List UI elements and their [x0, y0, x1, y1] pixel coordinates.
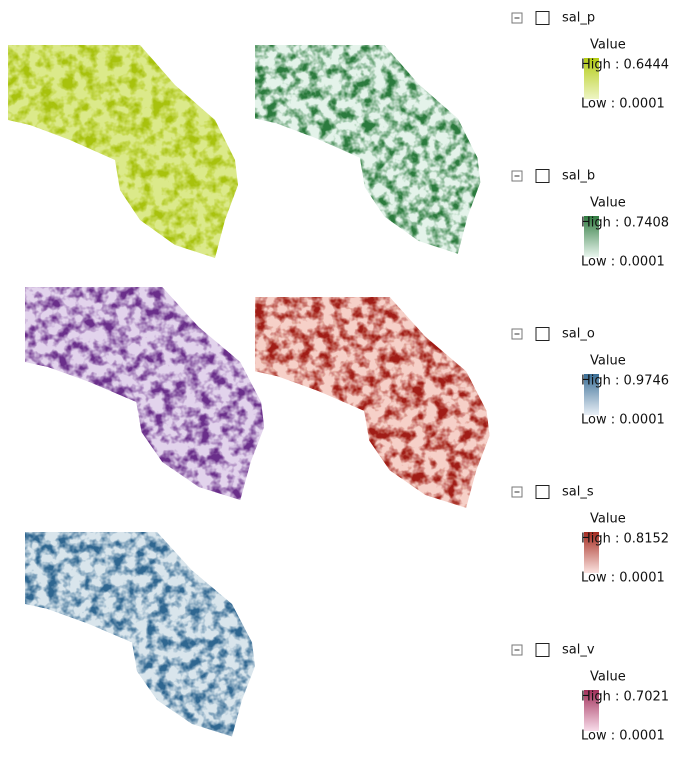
layer-name: sal_b	[562, 169, 595, 184]
low-label: Low : 0.0001	[581, 729, 665, 744]
low-label: Low : 0.0001	[581, 97, 665, 112]
layer-name: sal_p	[562, 11, 595, 26]
low-label: Low : 0.0001	[581, 413, 665, 428]
field-name: Value	[590, 512, 626, 527]
map-panel	[25, 287, 266, 502]
high-label: High : 0.7021	[581, 690, 669, 705]
map-panels	[8, 45, 492, 738]
layer-checkbox[interactable]	[536, 644, 549, 657]
layer-checkbox[interactable]	[536, 170, 549, 183]
map-panel	[255, 297, 492, 510]
raster-texture	[255, 297, 492, 510]
layer-checkbox[interactable]	[536, 486, 549, 499]
layer-name: sal_v	[562, 643, 595, 658]
layer-name: sal_o	[562, 327, 595, 342]
raster-texture	[255, 45, 482, 256]
map-panel	[8, 45, 240, 260]
field-name: Value	[590, 196, 626, 211]
high-label: High : 0.6444	[581, 58, 669, 73]
layer-name: sal_s	[562, 485, 594, 500]
high-label: High : 0.7408	[581, 216, 669, 231]
field-name: Value	[590, 38, 626, 53]
legend: sal_p Value High : 0.6444 Low : 0.0001 sal_b…	[512, 11, 669, 744]
map-panel	[255, 45, 482, 256]
high-label: High : 0.8152	[581, 532, 669, 547]
field-name: Value	[590, 670, 626, 685]
raster-texture	[8, 45, 240, 260]
low-label: Low : 0.0001	[581, 571, 665, 586]
field-name: Value	[590, 354, 626, 369]
layer-checkbox[interactable]	[536, 12, 549, 25]
raster-texture	[25, 287, 266, 502]
high-label: High : 0.9746	[581, 374, 669, 389]
map-layout: sal_p Value High : 0.6444 Low : 0.0001 sal_b…	[0, 0, 680, 757]
layer-checkbox[interactable]	[536, 328, 549, 341]
raster-texture	[25, 532, 257, 738]
map-panel	[25, 532, 257, 738]
low-label: Low : 0.0001	[581, 255, 665, 270]
